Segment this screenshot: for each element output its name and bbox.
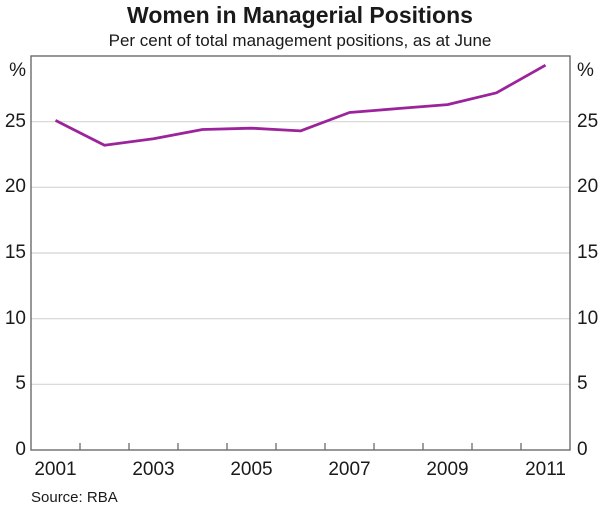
- y-tick-label-right: 15: [577, 242, 599, 263]
- source-note: Source: RBA: [31, 489, 118, 506]
- y-tick-label-left: 10: [4, 307, 26, 329]
- y-tick-label-left: 15: [4, 242, 26, 263]
- x-tick-label: 2003: [132, 459, 175, 480]
- y-tick-label-left: 0: [15, 439, 26, 460]
- y-tick-label-left: 25: [4, 110, 26, 132]
- data-line: [54, 63, 547, 147]
- chart-subtitle: Per cent of total management positions, …: [108, 31, 492, 50]
- x-tick-label: 2011: [525, 459, 566, 480]
- x-tick-label: 2005: [230, 459, 273, 480]
- x-tick-label: 2001: [34, 459, 77, 480]
- y-tick-label-right: 20: [577, 176, 599, 198]
- plot-frame: [30, 55, 571, 451]
- y-axis-unit-right: %: [577, 60, 594, 81]
- x-tick-label: 2009: [426, 459, 469, 480]
- y-tick-label-right: 25: [577, 110, 599, 132]
- y-tick-label-right: 5: [577, 373, 588, 395]
- chart-title: Women in Managerial Positions: [127, 2, 473, 28]
- y-tick-label-left: 5: [15, 373, 26, 395]
- x-tick-label: 2007: [328, 459, 371, 480]
- y-axis-unit-left: %: [9, 60, 26, 81]
- y-tick-label-right: 0: [577, 439, 588, 460]
- y-tick-label-right: 10: [577, 307, 599, 329]
- y-tick-label-left: 20: [4, 176, 26, 198]
